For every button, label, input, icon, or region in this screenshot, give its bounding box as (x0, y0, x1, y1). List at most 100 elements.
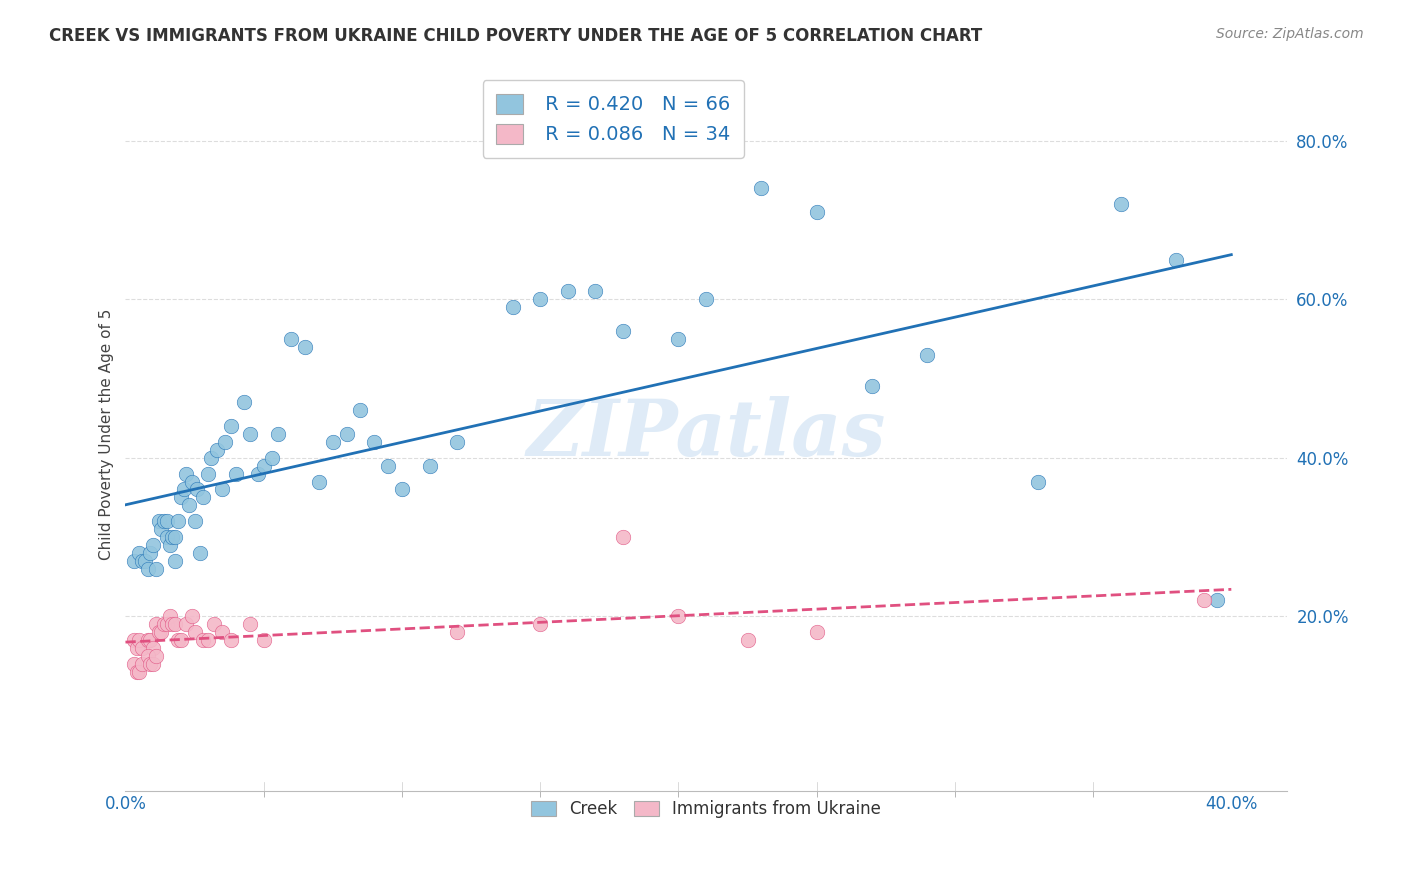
Point (219, 633, 242, 648)
Point (211, 625, 233, 640)
Point (253, 633, 276, 648)
Point (159, 609, 181, 624)
Point (585, 285, 607, 299)
Point (197, 467, 219, 481)
Point (239, 427, 262, 442)
Y-axis label: Child Poverty Under the Age of 5: Child Poverty Under the Age of 5 (100, 309, 114, 559)
Point (122, 554, 145, 568)
Point (1192, 593, 1215, 607)
Point (308, 475, 330, 489)
Point (145, 562, 167, 576)
Point (391, 483, 413, 497)
Point (131, 554, 153, 568)
Point (145, 648, 167, 663)
Point (150, 625, 173, 640)
Point (1164, 252, 1187, 267)
Point (177, 499, 200, 513)
Point (666, 609, 689, 624)
Point (695, 293, 717, 307)
Point (377, 458, 399, 473)
Point (180, 475, 202, 489)
Text: CREEK VS IMMIGRANTS FROM UKRAINE CHILD POVERTY UNDER THE AGE OF 5 CORRELATION CH: CREEK VS IMMIGRANTS FROM UKRAINE CHILD P… (49, 27, 983, 45)
Point (131, 657, 153, 671)
Point (142, 538, 165, 552)
Point (183, 514, 205, 528)
Point (253, 458, 276, 473)
Point (131, 640, 153, 655)
Point (529, 293, 551, 307)
Point (214, 434, 236, 449)
Point (322, 434, 344, 449)
Point (200, 450, 222, 465)
Point (145, 617, 167, 632)
Point (162, 530, 184, 544)
Point (806, 625, 828, 640)
Point (419, 458, 441, 473)
Point (1026, 475, 1049, 489)
Point (915, 348, 938, 362)
Point (247, 467, 270, 481)
Point (860, 379, 883, 393)
Point (142, 640, 165, 655)
Point (233, 395, 256, 409)
Point (202, 617, 225, 632)
Point (153, 514, 176, 528)
Point (165, 554, 187, 568)
Point (294, 340, 316, 354)
Point (139, 657, 162, 671)
Point (136, 562, 159, 576)
Point (225, 467, 247, 481)
Point (156, 617, 179, 632)
Point (170, 491, 193, 505)
Point (612, 530, 634, 544)
Legend: Creek, Immigrants from Ukraine: Creek, Immigrants from Ukraine (524, 794, 889, 825)
Point (128, 546, 150, 560)
Point (336, 427, 359, 442)
Point (1206, 593, 1229, 607)
Point (612, 324, 634, 338)
Point (148, 625, 170, 640)
Point (191, 633, 214, 648)
Point (737, 633, 759, 648)
Text: ZIPatlas: ZIPatlas (526, 396, 886, 472)
Point (165, 617, 187, 632)
Point (136, 648, 159, 663)
Point (211, 483, 233, 497)
Point (749, 181, 772, 195)
Point (162, 617, 184, 632)
Point (174, 467, 197, 481)
Point (191, 491, 214, 505)
Point (174, 617, 197, 632)
Point (139, 546, 162, 560)
Point (170, 633, 193, 648)
Point (363, 434, 385, 449)
Point (1109, 197, 1132, 211)
Point (349, 403, 371, 417)
Point (159, 538, 181, 552)
Point (280, 332, 302, 346)
Point (125, 640, 148, 655)
Point (165, 530, 187, 544)
Point (266, 427, 288, 442)
Point (122, 657, 145, 671)
Point (122, 633, 145, 648)
Point (136, 633, 159, 648)
Point (188, 546, 211, 560)
Point (186, 483, 208, 497)
Point (205, 442, 228, 457)
Point (148, 514, 170, 528)
Point (446, 434, 468, 449)
Point (239, 617, 262, 632)
Point (529, 617, 551, 632)
Text: Source: ZipAtlas.com: Source: ZipAtlas.com (1216, 27, 1364, 41)
Point (557, 285, 579, 299)
Point (156, 514, 179, 528)
Point (139, 633, 162, 648)
Point (156, 530, 179, 544)
Point (150, 522, 173, 536)
Point (666, 332, 689, 346)
Point (183, 625, 205, 640)
Point (502, 300, 524, 314)
Point (180, 609, 202, 624)
Point (167, 633, 190, 648)
